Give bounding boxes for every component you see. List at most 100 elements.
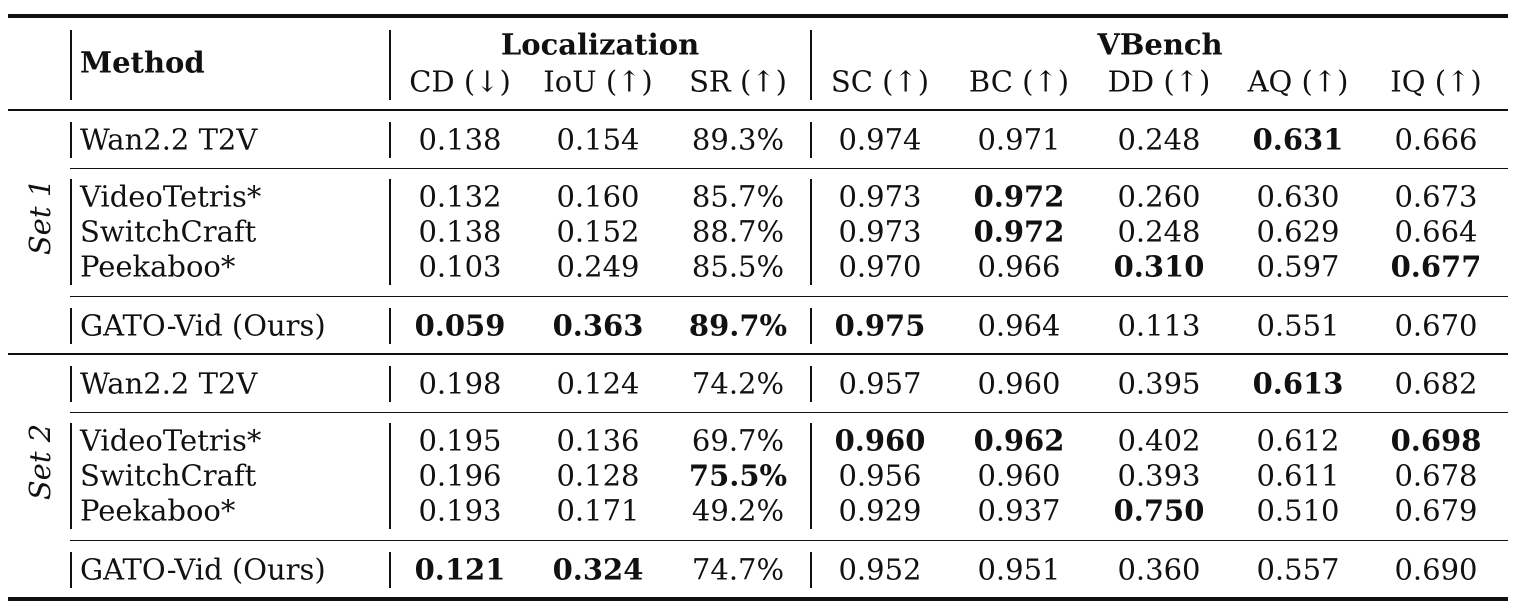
table-cell: 74.2% — [691, 366, 785, 401]
table-cell: 0.974 — [838, 122, 922, 157]
column-header: IoU (↑) — [543, 64, 653, 99]
table-cell: 0.510 — [1256, 493, 1340, 528]
method-name: Peekaboo* — [80, 493, 236, 528]
table-cell: 0.960 — [977, 458, 1061, 493]
table-cell: 85.5% — [691, 249, 785, 284]
header-group-vbench: VBench — [1097, 27, 1223, 62]
table-cell: 0.951 — [977, 552, 1061, 587]
header-group-localization: Localization — [500, 27, 700, 62]
table-cell: 0.198 — [418, 366, 502, 401]
table-cell: 69.7% — [691, 423, 785, 458]
column-header: CD (↓) — [409, 64, 511, 99]
table-cell: 0.363 — [552, 308, 644, 343]
table-cell: 0.059 — [414, 308, 506, 343]
column-separator — [810, 366, 812, 402]
group-rule — [70, 168, 1508, 170]
table-cell: 0.195 — [418, 423, 502, 458]
table-cell: 0.248 — [1117, 214, 1201, 249]
table-cell: 0.121 — [414, 552, 506, 587]
table-cell: 0.103 — [418, 249, 502, 284]
column-separator — [810, 122, 812, 158]
table-cell: 85.7% — [691, 179, 785, 214]
table-cell: 0.960 — [834, 423, 926, 458]
method-name: SwitchCraft — [80, 458, 257, 493]
set-label: Set 2 — [23, 423, 57, 501]
method-name: GATO-Vid (Ours) — [80, 308, 326, 343]
table-cell: 0.962 — [973, 423, 1065, 458]
table-cell: 0.960 — [977, 366, 1061, 401]
table-cell: 89.7% — [688, 308, 788, 343]
table-cell: 0.124 — [556, 366, 640, 401]
header-vbench-left-bar — [810, 30, 812, 100]
table-cell: 0.612 — [1256, 423, 1340, 458]
table-cell: 0.670 — [1394, 308, 1478, 343]
table-cell: 0.664 — [1394, 214, 1478, 249]
table-cell: 0.957 — [838, 366, 922, 401]
table-cell: 0.160 — [556, 179, 640, 214]
column-separator — [389, 179, 391, 285]
top-rule — [8, 14, 1508, 18]
table-cell: 0.698 — [1390, 423, 1482, 458]
table-cell: 0.132 — [418, 179, 502, 214]
table-cell: 0.360 — [1117, 552, 1201, 587]
column-header: AQ (↑) — [1247, 64, 1349, 99]
table-cell: 0.629 — [1256, 214, 1340, 249]
group-rule — [70, 296, 1508, 298]
column-header: SC (↑) — [830, 64, 930, 99]
table-cell: 0.154 — [556, 122, 640, 157]
column-separator — [810, 179, 812, 285]
table-cell: 0.324 — [552, 552, 644, 587]
method-name: SwitchCraft — [80, 214, 257, 249]
table-cell: 0.750 — [1113, 493, 1205, 528]
table-cell: 0.975 — [834, 308, 926, 343]
header-method: Method — [80, 45, 205, 80]
table-cell: 0.248 — [1117, 122, 1201, 157]
column-separator — [70, 552, 72, 588]
header-localization-left-bar — [389, 30, 391, 100]
table-cell: 0.973 — [838, 179, 922, 214]
table-cell: 0.929 — [838, 493, 922, 528]
method-name: GATO-Vid (Ours) — [80, 552, 326, 587]
table-cell: 0.393 — [1117, 458, 1201, 493]
column-header: SR (↑) — [689, 64, 787, 99]
table-cell: 0.597 — [1256, 249, 1340, 284]
column-header: DD (↑) — [1107, 64, 1211, 99]
column-separator — [810, 308, 812, 344]
table-cell: 0.138 — [418, 122, 502, 157]
column-separator — [389, 366, 391, 402]
table-cell: 89.3% — [691, 122, 785, 157]
table-cell: 0.249 — [556, 249, 640, 284]
column-separator — [70, 423, 72, 529]
table-cell: 74.7% — [691, 552, 785, 587]
table-cell: 0.113 — [1117, 308, 1201, 343]
table-cell: 49.2% — [691, 493, 785, 528]
group-rule — [70, 540, 1508, 542]
column-separator — [70, 308, 72, 344]
column-separator — [70, 366, 72, 402]
column-header: BC (↑) — [968, 64, 1070, 99]
table-cell: 0.128 — [556, 458, 640, 493]
table-cell: 0.557 — [1256, 552, 1340, 587]
table-cell: 0.611 — [1256, 458, 1340, 493]
table-cell: 0.196 — [418, 458, 502, 493]
method-name: Wan2.2 T2V — [80, 122, 258, 157]
table-cell: 0.966 — [977, 249, 1061, 284]
column-separator — [389, 552, 391, 588]
header-method-left-bar — [70, 30, 72, 100]
table-cell: 0.970 — [838, 249, 922, 284]
column-header: IQ (↑) — [1390, 64, 1482, 99]
column-separator — [389, 423, 391, 529]
table-cell: 0.677 — [1390, 249, 1482, 284]
table-cell: 0.956 — [838, 458, 922, 493]
group-rule — [70, 412, 1508, 414]
table-cell: 0.260 — [1117, 179, 1201, 214]
table-cell: 0.937 — [977, 493, 1061, 528]
set-divider-rule — [8, 353, 1508, 355]
table-cell: 0.138 — [418, 214, 502, 249]
table-cell: 0.972 — [973, 214, 1065, 249]
table-cell: 0.171 — [556, 493, 640, 528]
table-cell: 0.310 — [1113, 249, 1205, 284]
table-cell: 88.7% — [691, 214, 785, 249]
table-cell: 0.952 — [838, 552, 922, 587]
